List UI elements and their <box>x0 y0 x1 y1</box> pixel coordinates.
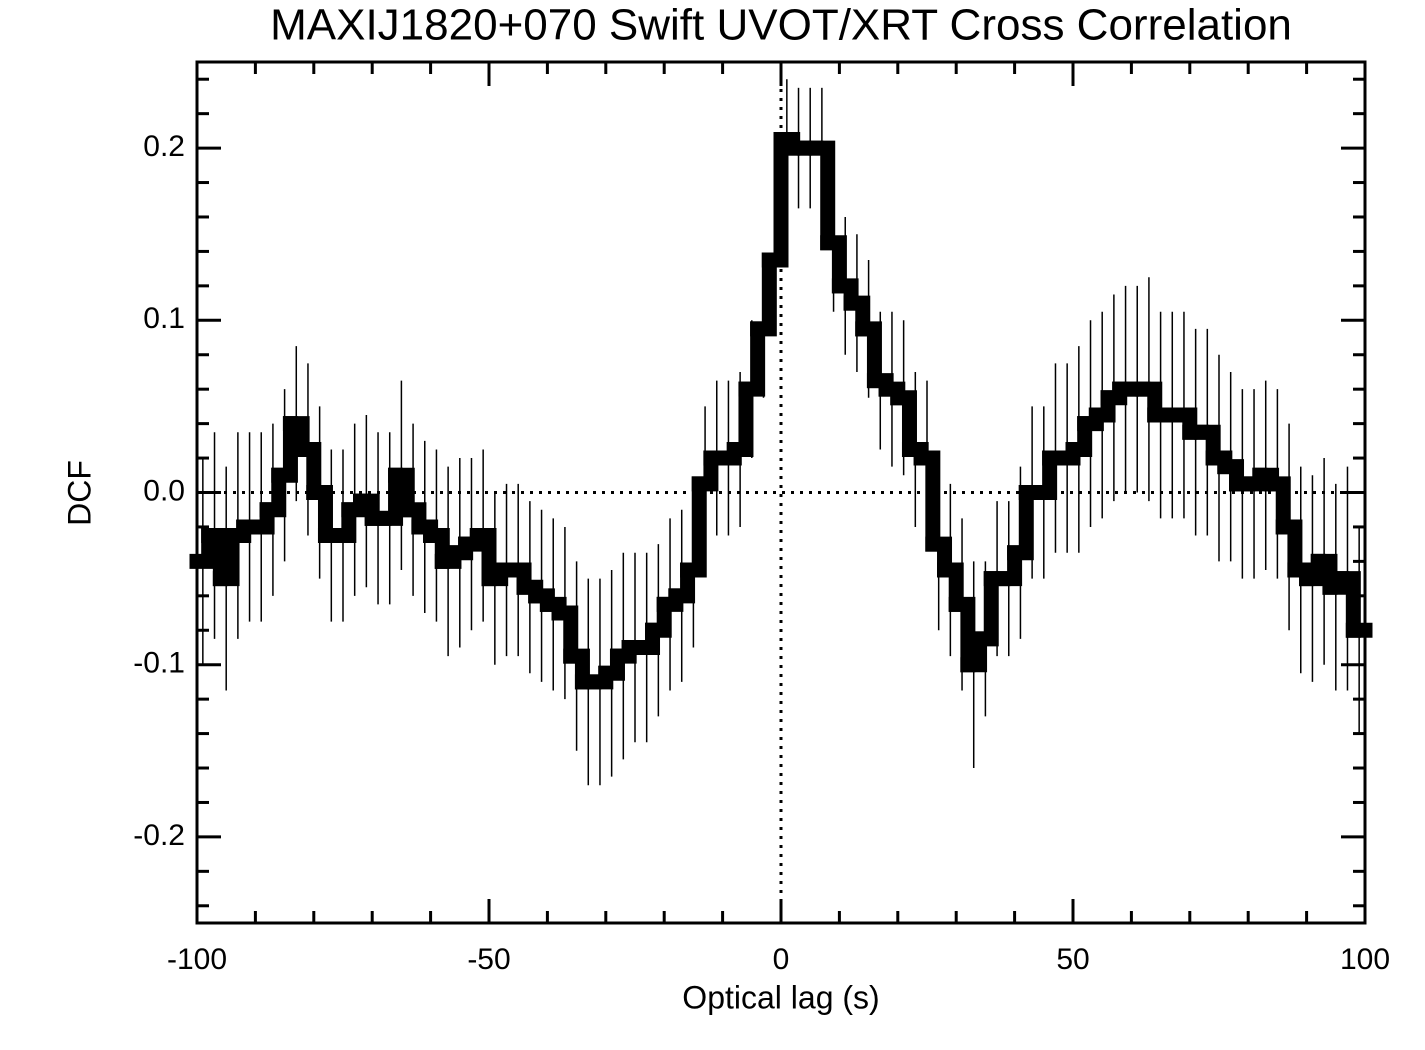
step-segment <box>201 528 228 587</box>
chart-title: MAXIJ1820+070 Swift UVOT/XRT Cross Corre… <box>270 1 1292 50</box>
step-segment <box>212 528 240 587</box>
y-axis-label: DCF <box>61 460 97 526</box>
step-segment <box>423 528 450 569</box>
step-segment <box>1065 416 1093 457</box>
step-segment <box>913 450 941 552</box>
x-tick-label: 100 <box>1340 943 1390 976</box>
step-segment <box>1030 450 1058 500</box>
y-tick-label: 0.0 <box>143 474 185 507</box>
step-segment <box>645 596 672 638</box>
step-segment <box>972 571 999 647</box>
y-tick-label: -0.1 <box>133 647 185 680</box>
step-segment <box>726 381 754 457</box>
step-segment <box>376 467 404 526</box>
step-segment <box>259 467 287 518</box>
x-tick-label: -50 <box>467 943 510 976</box>
step-segment <box>750 252 777 337</box>
step-segment <box>937 562 964 612</box>
step-segment <box>691 450 719 492</box>
x-tick-label: 50 <box>1056 943 1089 976</box>
step-segment <box>843 295 871 337</box>
step-segment <box>306 485 333 544</box>
step-segment <box>1310 553 1338 595</box>
step-segment <box>960 631 988 673</box>
step-segment <box>1264 476 1291 535</box>
step-segment <box>329 502 357 544</box>
step-segment <box>271 416 298 483</box>
y-tick-label: -0.2 <box>133 819 185 852</box>
y-tick-label: 0.2 <box>143 130 185 163</box>
step-segment <box>469 528 497 587</box>
step-segment <box>668 562 696 604</box>
step-segment <box>563 648 590 690</box>
step-segment <box>890 390 917 457</box>
step-segment <box>551 605 579 664</box>
step-segment <box>995 545 1023 587</box>
step-segment <box>761 131 789 268</box>
x-tick-label: -100 <box>167 943 227 976</box>
step-segment <box>808 140 836 251</box>
x-tick-label: 0 <box>773 943 790 976</box>
step-segment <box>1275 519 1303 578</box>
step-segment <box>1007 485 1034 561</box>
step-segment <box>948 596 976 673</box>
step-segment <box>738 321 766 397</box>
step-segment <box>1334 571 1361 638</box>
step-segment <box>855 321 882 389</box>
step-segment <box>1135 381 1163 423</box>
step-segment <box>388 467 415 518</box>
x-axis-label: Optical lag (s) <box>682 979 879 1015</box>
step-segment <box>1193 424 1221 466</box>
step-segment <box>925 536 953 578</box>
y-tick-label: 0.1 <box>143 302 185 335</box>
step-segment <box>820 235 847 294</box>
step-segment <box>282 416 310 457</box>
step-segment <box>680 476 707 578</box>
step-segment <box>294 441 322 500</box>
